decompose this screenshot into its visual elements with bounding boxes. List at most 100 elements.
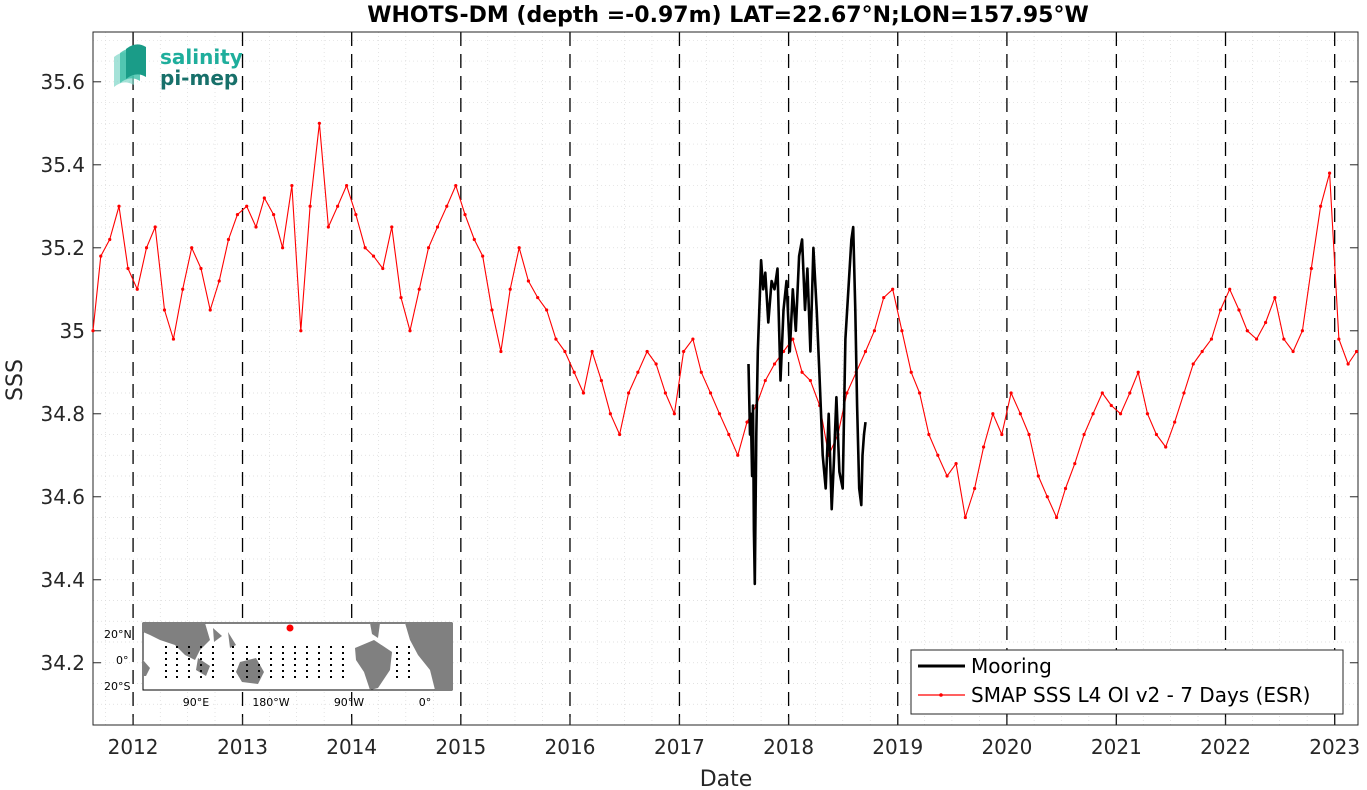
inset-buoy-dot (282, 658, 284, 660)
legend: Mooring SMAP SSS L4 OI v2 - 7 Days (ESR) (910, 649, 1344, 715)
inset-buoy-dot (246, 670, 248, 672)
smap-point (736, 453, 740, 457)
smap-point (691, 337, 695, 341)
smap-point (1354, 349, 1359, 354)
smap-point (99, 254, 103, 258)
inset-buoy-dot (270, 658, 272, 660)
inset-buoy-dot (176, 646, 178, 648)
smap-point (336, 204, 340, 208)
inset-buoy-dot (330, 676, 332, 678)
inset-lon-label-90e: 90°E (183, 696, 209, 709)
inset-buoy-dot (212, 658, 214, 660)
smap-point (1073, 461, 1077, 466)
smap-point (845, 391, 849, 395)
smap-point (499, 349, 503, 354)
inset-buoy-dot (318, 676, 320, 678)
inset-buoy-dot (258, 670, 260, 672)
inset-buoy-dot (212, 652, 214, 654)
inset-buoy-dot (232, 664, 234, 666)
smap-point (1282, 337, 1286, 341)
smap-point (1191, 362, 1195, 366)
smap-point (1091, 412, 1095, 416)
smap-point (973, 486, 977, 491)
inset-buoy-dot (318, 652, 320, 654)
inset-buoy-dot (306, 670, 308, 672)
y-tick-label: 35.6 (40, 70, 85, 94)
x-tick-labels: 2012 2013 2014 2015 2016 2017 2018 2019 2020 2021… (108, 717, 1360, 759)
smap-point (1128, 391, 1132, 395)
inset-buoy-dot (188, 646, 190, 648)
inset-buoy-dot (306, 658, 308, 660)
y-tick-label: 35 (60, 319, 85, 343)
inset-buoy-dot (342, 676, 344, 678)
smap-point (445, 204, 449, 208)
inset-buoy-dot (408, 664, 410, 666)
smap-point (399, 295, 403, 300)
smap-point (1319, 204, 1323, 208)
inset-buoy-dot (188, 676, 190, 678)
inset-buoy-dot (306, 646, 308, 648)
inset-buoy-dot (200, 652, 202, 654)
smap-point (654, 362, 658, 366)
inset-buoy-dot (258, 676, 260, 678)
inset-buoy-dot (200, 646, 202, 648)
inset-buoy-dot (165, 664, 167, 666)
smap-point (463, 212, 467, 217)
smap-point (1154, 432, 1159, 437)
smap-point (317, 121, 321, 125)
smap-point (1018, 412, 1022, 416)
inset-buoy-dot (258, 658, 260, 660)
grid-lines (93, 32, 1358, 725)
inset-buoy-dot (176, 652, 178, 654)
inset-buoy-dot (396, 670, 398, 672)
inset-buoy-dot (282, 664, 284, 666)
smap-point (581, 391, 586, 395)
smap-point (800, 370, 804, 374)
salinity-pi-mep-logo: salinity pi-mep (114, 44, 243, 90)
smap-point (563, 349, 567, 354)
inset-buoy-dot (270, 646, 272, 648)
smap-point (981, 445, 986, 449)
smap-point (408, 329, 412, 333)
inset-buoy-dot (318, 664, 320, 666)
smap-point (1346, 362, 1350, 366)
smap-point (699, 370, 703, 374)
inset-buoy-dot (282, 676, 284, 678)
smap-point (199, 266, 203, 271)
inset-buoy-dot (200, 658, 202, 660)
inset-buoy-dot (165, 658, 167, 660)
smap-point (153, 225, 157, 229)
inset-buoy-dot (282, 670, 284, 672)
smap-point (481, 254, 485, 258)
smap-point (1237, 308, 1241, 312)
x-tick-label-2015: 2015 (435, 735, 486, 759)
smap-point (717, 412, 722, 416)
inset-buoy-dot (408, 676, 410, 678)
smap-point (1136, 370, 1140, 374)
smap-point (91, 329, 95, 333)
smap-point (126, 266, 130, 271)
inset-buoy-dot (342, 670, 344, 672)
smap-point (672, 412, 676, 416)
smap-point (426, 246, 431, 250)
smap-point (917, 391, 922, 395)
inset-lat-label-equator: 0° (116, 654, 129, 667)
inset-buoy-dot (270, 670, 272, 672)
inset-buoy-dot (165, 676, 167, 678)
y-tick-label: 35.2 (40, 236, 85, 260)
inset-buoy-dot (258, 664, 260, 666)
smap-point (363, 246, 367, 250)
smap-point (645, 349, 649, 354)
inset-buoy-dot (232, 676, 234, 678)
x-tick-label-2017: 2017 (654, 735, 705, 759)
inset-buoy-dot (306, 652, 308, 654)
smap-point (526, 279, 531, 283)
smap-point (1100, 391, 1104, 395)
legend-smap-marker (939, 693, 943, 697)
y-tick-labels: 34.2 34.4 34.6 34.8 35 35.2 35.4 35.6 (40, 70, 1358, 675)
inset-buoy-dot (342, 646, 344, 648)
series-mooring-line (747, 225, 867, 586)
smap-point (299, 329, 303, 333)
smap-point (863, 349, 868, 354)
